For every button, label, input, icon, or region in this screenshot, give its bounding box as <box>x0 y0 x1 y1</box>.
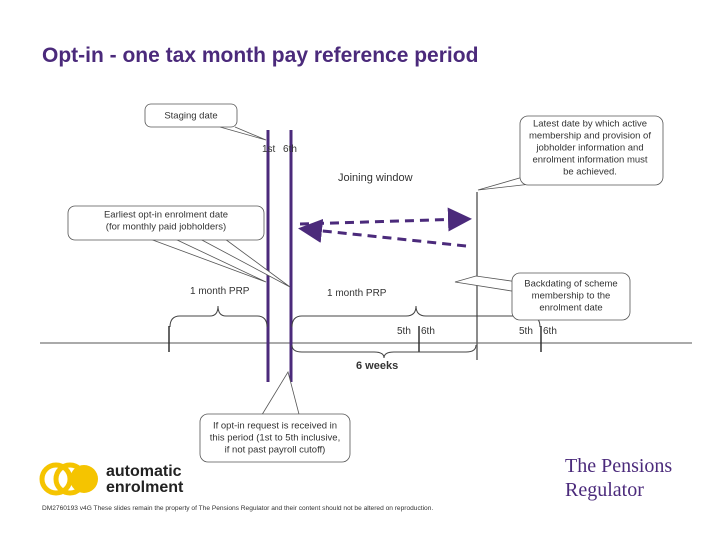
arrow <box>299 207 472 232</box>
callout-line: jobholder information and <box>535 143 643 154</box>
callout-line: enrolment information must <box>532 155 647 166</box>
callout <box>144 103 238 128</box>
callout-text: Earliest opt-in enrolment date(for month… <box>104 210 228 233</box>
callout-line: Backdating of scheme <box>524 279 617 290</box>
callout-line: Staging date <box>164 111 217 122</box>
label: 5th <box>397 326 411 337</box>
callout <box>511 272 631 321</box>
brace <box>291 305 541 328</box>
callout-line: Earliest opt-in enrolment date <box>104 210 228 221</box>
callout-line: (for monthly paid jobholders) <box>106 222 226 233</box>
callout-tail <box>454 275 519 293</box>
footer: DM2760193 v4G These slides remain the pr… <box>42 505 433 512</box>
callout-line: membership to the <box>532 291 611 302</box>
callout <box>67 205 265 241</box>
callout-line: enrolment date <box>539 303 602 314</box>
callout-tail <box>259 370 301 419</box>
callout-line: Latest date by which active <box>533 119 647 130</box>
logo-text: Regulator <box>565 479 644 501</box>
logo-text: automatic <box>106 463 182 480</box>
brace <box>291 344 477 359</box>
label: 6th <box>543 326 557 337</box>
logo-circles <box>39 462 98 496</box>
label: 1st <box>262 144 276 155</box>
label: 6th <box>421 326 435 337</box>
callout <box>519 115 664 186</box>
label: 6th <box>283 144 297 155</box>
label: 5th <box>519 326 533 337</box>
callout-tail <box>219 126 267 141</box>
callout-line: be achieved. <box>563 167 617 178</box>
label: 1 month PRP <box>327 288 387 299</box>
title: Opt-in - one tax month pay reference per… <box>42 44 478 67</box>
brace <box>169 305 268 328</box>
callout-tail <box>199 238 291 288</box>
label: Joining window <box>338 172 413 184</box>
arrow <box>298 218 467 248</box>
callout-tail <box>149 238 267 283</box>
label: 6 weeks <box>356 360 398 372</box>
callout-line: membership and provision of <box>529 131 651 142</box>
callout-line: If opt-in request is received in <box>213 421 337 432</box>
logo-text: enrolment <box>106 479 184 496</box>
label: 1 month PRP <box>190 286 250 297</box>
callout <box>199 413 351 463</box>
callout-line: if not past payroll cutoff) <box>225 445 326 456</box>
callout-text: Staging date <box>164 111 217 122</box>
callout-line: this period (1st to 5th inclusive, <box>210 433 340 444</box>
logo-text: The Pensions <box>565 455 672 477</box>
